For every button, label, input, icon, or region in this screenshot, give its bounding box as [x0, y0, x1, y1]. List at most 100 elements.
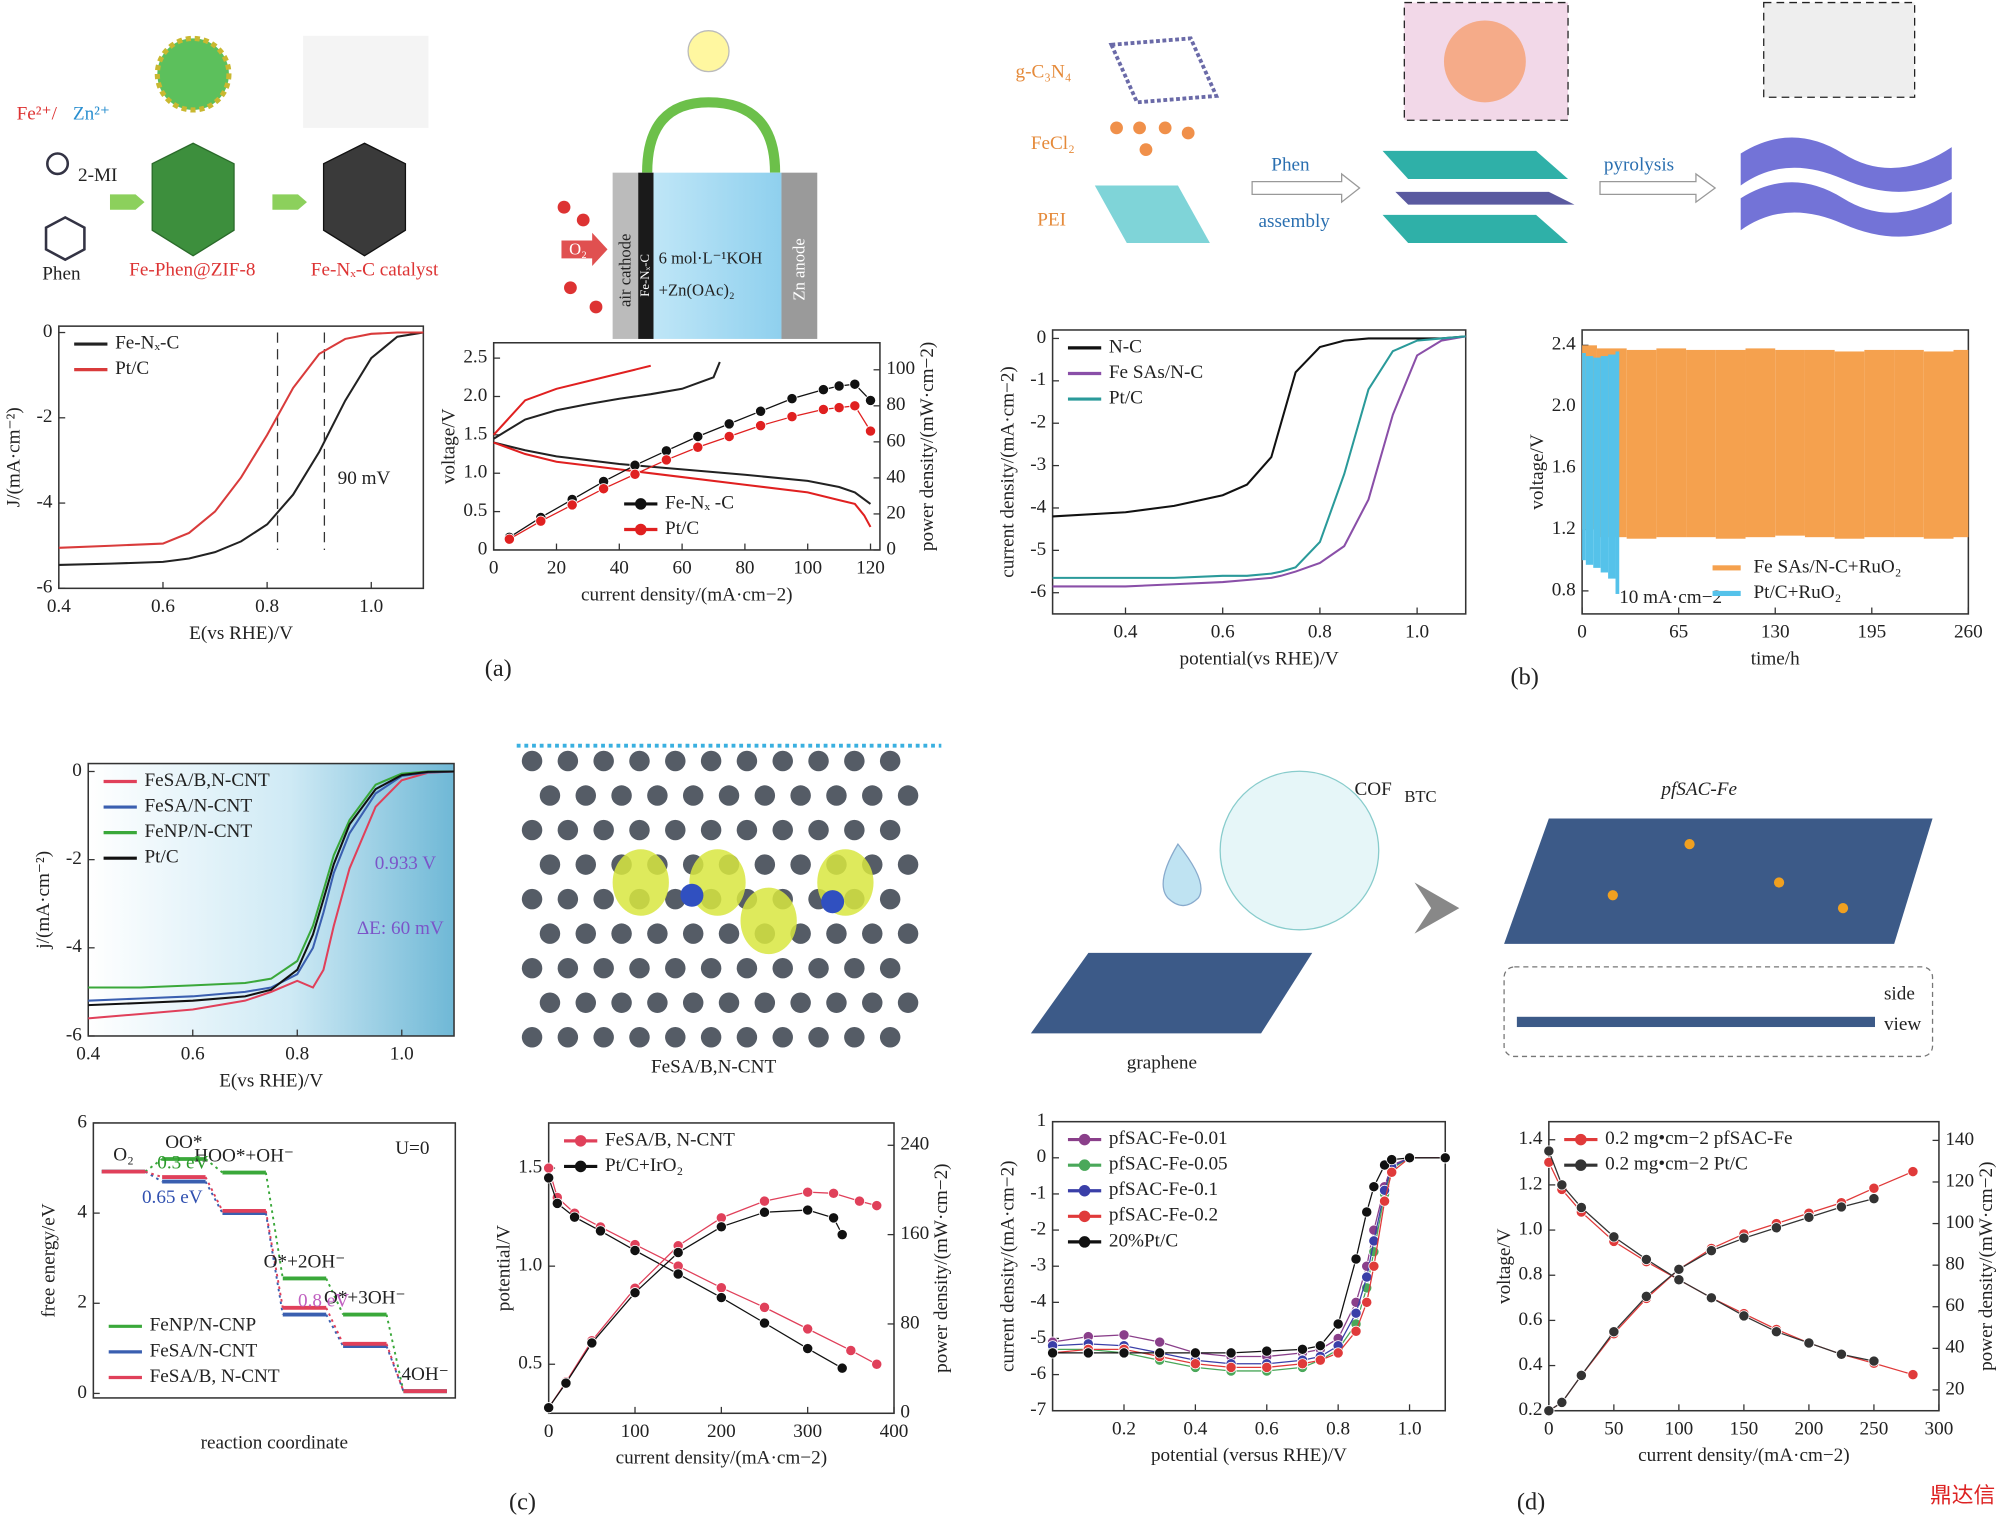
marker: [1673, 1263, 1685, 1275]
y2-tick-label: 100: [1945, 1212, 1974, 1233]
x-tick-label: 0.6: [181, 1044, 205, 1065]
y-axis-label: free energy/eV: [38, 1203, 59, 1317]
annotation: 0.8 eV: [298, 1290, 349, 1311]
legend-label: FeSA/B, N-CNT: [150, 1366, 280, 1387]
atom: [844, 819, 865, 841]
marker: [1189, 1358, 1201, 1370]
series-line: [88, 770, 455, 1020]
marker: [1673, 1274, 1685, 1286]
x-tick-label: 1.0: [390, 1044, 414, 1065]
anode: [781, 172, 818, 339]
step-label: 4OH⁻: [401, 1364, 448, 1385]
marker: [871, 1358, 883, 1370]
marker: [586, 1337, 598, 1349]
panel-label: (a): [485, 655, 512, 682]
y-tick-label: 0: [43, 321, 53, 342]
legend-label: FeSA/B,N-CNT: [145, 770, 270, 791]
y2-tick-label: 80: [1945, 1254, 1964, 1275]
series-line: [1052, 335, 1466, 579]
y-tick-label: -4: [1030, 1291, 1046, 1312]
x-tick-label: 260: [1954, 622, 1983, 643]
marker: [755, 420, 767, 432]
marker: [1868, 1193, 1880, 1205]
chart: 0 20 40 60 80 100 12000.51.01.52.02.5020406080…: [439, 342, 938, 606]
label: graphene: [1127, 1053, 1197, 1074]
marker: [845, 1345, 857, 1357]
series-line: [88, 770, 455, 1002]
marker: [1386, 1154, 1398, 1166]
atom: [682, 992, 704, 1013]
label: Fe-Nₓ-C catalyst: [311, 260, 439, 281]
atom: [682, 923, 704, 944]
x-tick-label: 0.6: [1211, 622, 1235, 643]
marker: [1543, 1156, 1555, 1168]
x-tick-label: 0: [489, 558, 499, 579]
marker: [817, 384, 829, 396]
marker: [715, 1221, 727, 1233]
x-tick-label: 100: [621, 1421, 650, 1442]
legend-label: 20%Pt/C: [1109, 1230, 1178, 1251]
plot-frame: [58, 325, 425, 590]
atom: [772, 1027, 793, 1048]
band-segment: [1775, 349, 1805, 536]
y-tick-label: 0.8: [1518, 1264, 1542, 1285]
label: Phen: [42, 263, 81, 284]
atom: [790, 785, 811, 806]
y-tick-label: 2.4: [1552, 334, 1576, 355]
fe-site: [1443, 20, 1526, 103]
y-tick-label: 2.0: [1552, 395, 1576, 416]
y-tick-label: -4: [1030, 496, 1046, 517]
atom: [772, 819, 793, 841]
side-view-box: [1503, 966, 1934, 1058]
marker: [672, 1246, 684, 1258]
band-segment: [1745, 348, 1776, 538]
band-segment: [1923, 351, 1954, 539]
step-label: O₂: [113, 1145, 134, 1166]
marker: [1705, 1292, 1717, 1304]
y-tick-label: 2: [77, 1292, 87, 1313]
series-line: [58, 331, 424, 566]
y-tick-label: -2: [66, 848, 82, 869]
schematic-a-synthesis: Fe²⁺/ Zn²⁺ 2-MI Phen Fe-Phen@ZIF-8 Fe-Nₓ…: [17, 35, 439, 284]
marker: [1575, 1369, 1587, 1381]
band-segment: [1582, 353, 1586, 561]
marker: [828, 1212, 840, 1224]
y-tick-label: 0.5: [518, 1353, 542, 1374]
ion: [1158, 121, 1172, 135]
marker: [1770, 1222, 1782, 1234]
atom: [808, 750, 829, 772]
electrolyte: [653, 172, 782, 339]
plot-frame: [492, 342, 881, 551]
y-axis-label: j/(mA·cm⁻²): [33, 851, 54, 950]
marker: [1738, 1310, 1750, 1322]
legend-marker: [1078, 1159, 1091, 1171]
marker: [715, 1282, 727, 1294]
watermark: 鼎达信: [1930, 1483, 1995, 1508]
marker: [1907, 1166, 1919, 1178]
fe-atom: [1837, 902, 1849, 914]
atom: [700, 750, 722, 772]
arrow: [1599, 172, 1717, 204]
marker: [871, 1200, 883, 1212]
atom: [844, 750, 865, 772]
legend-marker: [1078, 1184, 1091, 1197]
y2-tick-label: 240: [900, 1134, 929, 1155]
connector: [385, 1345, 405, 1392]
x-tick-label: 0.4: [1183, 1418, 1207, 1439]
marker: [1835, 1348, 1847, 1360]
marker: [1835, 1201, 1847, 1213]
marker: [1082, 1347, 1094, 1359]
legend-label: Pt/C: [1109, 387, 1143, 408]
legend-label: Pt/C: [115, 358, 149, 379]
step-label: O*+3OH⁻: [324, 1288, 406, 1309]
marker: [759, 1195, 771, 1207]
series-line: [1052, 335, 1466, 518]
x-axis-label: current density/(mA·cm−2): [1638, 1445, 1850, 1466]
connector: [385, 1343, 405, 1392]
marker: [1738, 1232, 1750, 1244]
atom: [557, 819, 579, 841]
x-tick-label: 250: [1860, 1418, 1889, 1439]
marker: [759, 1317, 771, 1329]
panel-label: (d): [1517, 1489, 1545, 1516]
